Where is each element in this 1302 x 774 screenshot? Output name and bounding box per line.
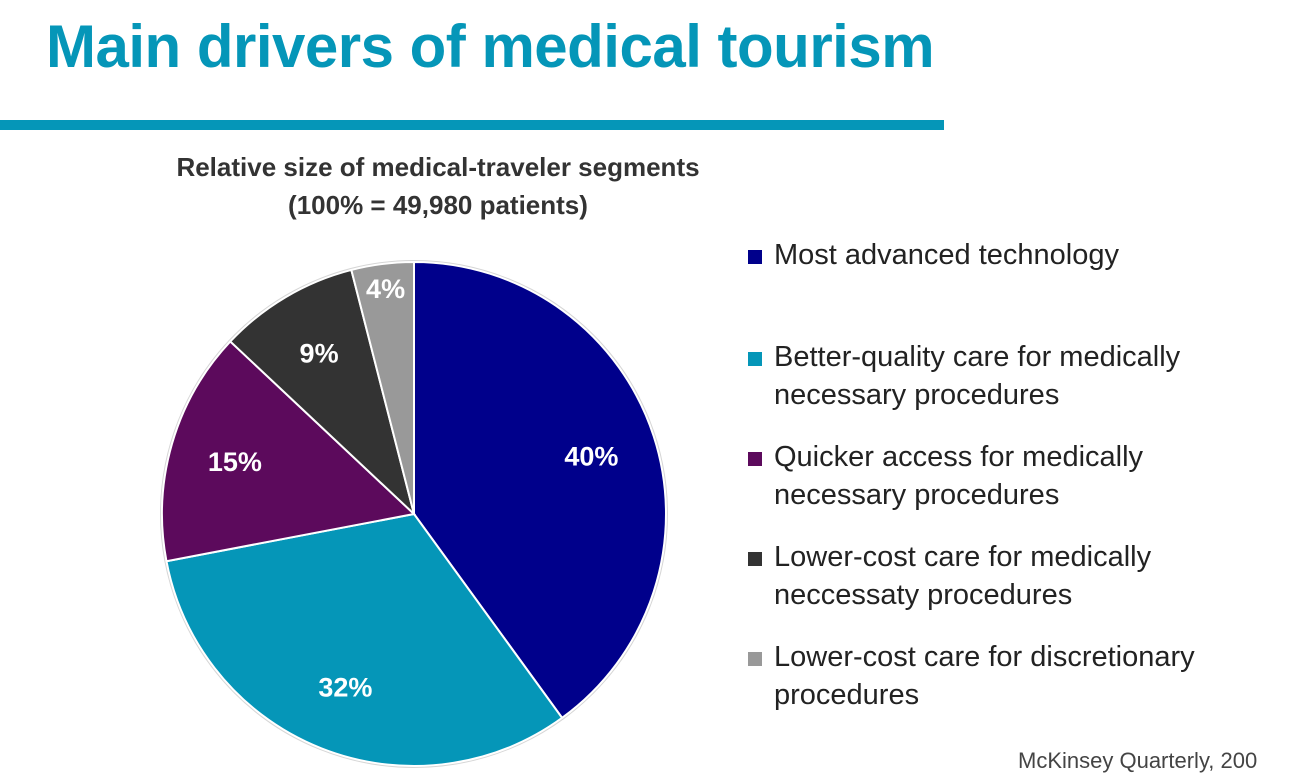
pie-chart: 40% 32% 15% 9% 4%: [160, 260, 668, 768]
pie-slice-label: 32%: [318, 672, 372, 702]
legend-swatch: [748, 552, 762, 566]
legend-item-better-quality-care: Better-quality care for medically necess…: [748, 338, 1248, 414]
pie-slice-label: 15%: [208, 447, 262, 477]
legend-label: Most advanced technology: [774, 239, 1119, 271]
pie-slice-label: 4%: [366, 274, 405, 304]
legend-swatch: [748, 352, 762, 366]
legend-label: Quicker access for medically necessary p…: [774, 441, 1144, 511]
legend-label: Lower-cost care for discretionary proced…: [774, 641, 1195, 711]
source-citation: McKinsey Quarterly, 200: [1018, 748, 1258, 773]
legend-label: Better-quality care for medically necess…: [774, 341, 1181, 411]
legend-item-quicker-access: Quicker access for medically necessary p…: [748, 438, 1218, 514]
chart-title: Relative size of medical-traveler segmen…: [88, 148, 788, 224]
page-title: Main drivers of medical tourism: [46, 13, 935, 80]
pie-slice: [350, 260, 415, 515]
pie-slice: [161, 340, 417, 563]
chart-title-line-1: Relative size of medical-traveler segmen…: [176, 152, 700, 182]
pie-slice: [165, 512, 564, 767]
pie-slice-label: 9%: [300, 338, 339, 368]
title-rule: [0, 120, 944, 130]
legend-swatch: [748, 250, 762, 264]
pie-slice: [413, 260, 667, 720]
legend-label: Lower-cost care for medically neccessaty…: [774, 541, 1152, 611]
pie-slice: [228, 268, 416, 518]
pie-slice-label: 40%: [564, 441, 618, 471]
legend-item-lower-cost-medically: Lower-cost care for medically neccessaty…: [748, 538, 1218, 614]
legend-item-lower-cost-discretionary: Lower-cost care for discretionary proced…: [748, 638, 1258, 714]
legend-swatch: [748, 652, 762, 666]
chart-title-line-2: (100% = 49,980 patients): [288, 190, 588, 220]
legend-item-most-advanced-technology: Most advanced technology: [748, 236, 1288, 274]
legend-swatch: [748, 452, 762, 466]
